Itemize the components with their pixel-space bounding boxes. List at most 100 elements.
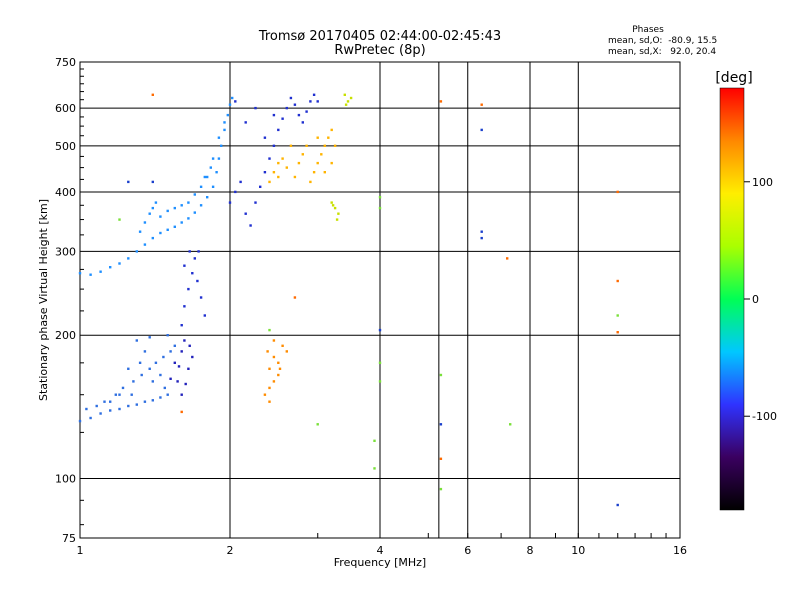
- data-point: [373, 467, 376, 470]
- data-point: [166, 334, 169, 337]
- data-point: [199, 185, 203, 188]
- data-point: [169, 377, 172, 380]
- data-point: [439, 423, 443, 426]
- data-point: [135, 339, 138, 342]
- data-point: [143, 221, 147, 224]
- data-point: [285, 350, 288, 353]
- data-point: [263, 171, 267, 174]
- data-point: [509, 423, 512, 426]
- data-point: [228, 201, 232, 204]
- data-point: [305, 144, 308, 147]
- data-point: [103, 400, 106, 403]
- data-point: [118, 393, 121, 396]
- data-point: [346, 100, 350, 103]
- data-point: [199, 204, 203, 207]
- data-point: [312, 171, 316, 174]
- data-point: [166, 393, 169, 396]
- data-point: [223, 128, 226, 132]
- data-point: [148, 367, 151, 370]
- data-point: [99, 412, 102, 415]
- data-point: [173, 225, 176, 228]
- data-point: [85, 407, 88, 411]
- phases-heading: Phases: [632, 25, 664, 35]
- data-point: [330, 128, 333, 132]
- data-point: [234, 100, 237, 103]
- data-point: [272, 355, 276, 359]
- data-point: [272, 171, 276, 174]
- data-point: [159, 231, 162, 235]
- data-point: [293, 296, 297, 299]
- data-point: [188, 250, 191, 253]
- data-point: [151, 236, 154, 240]
- data-point: [95, 404, 98, 408]
- x-tick-label: 4: [377, 544, 384, 557]
- data-point: [254, 201, 257, 204]
- x-tick-label: 2: [227, 544, 234, 557]
- data-point: [285, 166, 288, 169]
- y-axis-label: Stationary phase Virtual Height [km]: [37, 199, 50, 401]
- data-point: [268, 400, 271, 403]
- data-point: [616, 314, 619, 317]
- y-tick-label: 75: [62, 532, 76, 545]
- data-point: [309, 100, 312, 103]
- data-point: [109, 266, 112, 269]
- data-point: [378, 380, 382, 383]
- data-point: [193, 257, 196, 260]
- x-tick-label: 10: [571, 544, 585, 557]
- data-point: [309, 180, 312, 184]
- data-point: [301, 153, 304, 156]
- data-point: [297, 113, 301, 117]
- x-tick-label: 6: [464, 544, 471, 557]
- data-point: [193, 211, 196, 214]
- data-point: [293, 103, 297, 106]
- data-point: [78, 419, 82, 423]
- data-point: [109, 400, 112, 403]
- data-point: [187, 367, 190, 370]
- data-point: [197, 250, 200, 253]
- data-point: [191, 355, 194, 359]
- data-point: [297, 161, 301, 165]
- data-point: [159, 396, 162, 399]
- data-point: [143, 350, 147, 353]
- chart-title: Tromsø 20170405 02:44:00-02:45:43: [258, 29, 501, 44]
- data-point: [323, 171, 326, 174]
- data-point: [616, 190, 619, 194]
- data-point: [138, 230, 142, 233]
- data-point: [188, 344, 191, 347]
- data-point: [166, 228, 169, 231]
- data-point: [268, 328, 271, 332]
- data-point: [378, 361, 382, 364]
- data-point: [268, 180, 271, 184]
- data-point: [187, 201, 190, 204]
- data-point: [278, 367, 282, 370]
- data-point: [239, 180, 242, 184]
- data-point: [249, 224, 252, 227]
- colorbar-label: [deg]: [715, 70, 752, 86]
- data-point: [154, 201, 158, 204]
- data-point: [151, 399, 154, 402]
- data-point: [312, 93, 316, 96]
- data-point: [118, 262, 121, 265]
- data-point: [378, 328, 382, 332]
- data-point: [268, 367, 271, 370]
- data-point: [268, 386, 271, 390]
- phases-x-mode: mean, sd,X: 92.0, 20.4: [608, 47, 716, 57]
- y-tick-label: 600: [55, 102, 76, 115]
- data-point: [132, 380, 135, 383]
- data-point: [316, 136, 319, 139]
- data-point: [187, 287, 190, 291]
- data-point: [289, 144, 293, 147]
- data-point: [177, 365, 181, 368]
- data-point: [506, 257, 509, 260]
- data-point: [180, 393, 183, 396]
- data-point: [244, 121, 247, 124]
- data-point: [226, 113, 229, 117]
- data-point: [176, 380, 179, 383]
- data-point: [184, 382, 187, 386]
- data-point: [439, 373, 443, 377]
- data-point: [78, 272, 82, 275]
- data-point: [206, 175, 209, 179]
- data-point: [259, 185, 262, 188]
- data-point: [215, 171, 218, 174]
- data-point: [277, 175, 280, 179]
